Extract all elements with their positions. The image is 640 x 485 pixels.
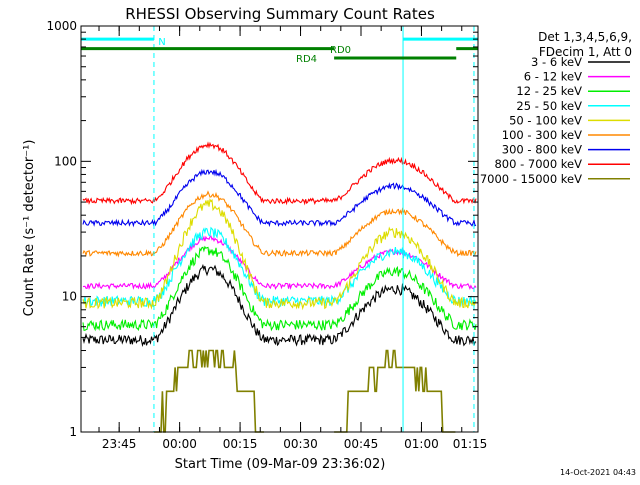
y-tick-label-2: 10 <box>62 290 77 304</box>
series-line-5 <box>82 198 477 311</box>
x-tick-label-7: 01:15 <box>453 437 488 451</box>
series-line-9 <box>154 349 456 433</box>
series-line-3 <box>82 245 477 332</box>
x-tick-label-6: 01:00 <box>404 437 439 451</box>
legend-label-9: 7000 - 15000 keV <box>480 172 582 186</box>
legend-label-2: 6 - 12 keV <box>524 70 582 84</box>
flag-label-1: N <box>158 37 165 48</box>
x-tick-label-3: 00:15 <box>223 437 258 451</box>
legend-label-7: 300 - 800 keV <box>502 143 582 157</box>
y-tick-label-3: 100 <box>54 154 77 168</box>
series-line-6 <box>82 190 477 258</box>
x-tick-label-2: 00:00 <box>162 437 197 451</box>
series-line-4 <box>82 226 477 308</box>
legend-header-line-1: Det 1,3,4,5,6,9, <box>538 30 632 44</box>
y-tick-label-4: 1000 <box>46 19 77 33</box>
series-line-7 <box>82 168 477 228</box>
flag-label-3: RD4 <box>296 54 317 65</box>
legend-label-3: 12 - 25 keV <box>516 84 582 98</box>
plot-frame <box>80 25 479 433</box>
x-tick-label-1: 23:45 <box>102 437 137 451</box>
legend-label-6: 100 - 300 keV <box>502 128 582 142</box>
series-line-2 <box>82 235 477 291</box>
legend-label-8: 800 - 7000 keV <box>494 157 582 171</box>
series-line-1 <box>82 263 477 348</box>
x-tick-label-5: 00:45 <box>344 437 379 451</box>
y-axis-label: Count Rate (s⁻¹ detector⁻¹) <box>22 140 37 317</box>
plot-layer: N RD0 RD4 1 10 100 1000 23:45 00:00 00:15 00:30 00:… <box>46 19 630 451</box>
legend-label-5: 50 - 100 keV <box>509 113 582 127</box>
y-tick-label-1: 1 <box>69 425 77 439</box>
timestamp: 14-Oct-2021 04:43 <box>560 468 636 477</box>
legend-header-line-2: FDecim 1, Att 0 <box>539 45 632 59</box>
legend-label-1: 3 - 6 keV <box>531 55 582 69</box>
x-axis-label: Start Time (09-Mar-09 23:36:02) <box>175 457 386 472</box>
series-line-8 <box>82 141 477 206</box>
flag-label-2: RD0 <box>330 45 351 56</box>
x-tick-label-4: 00:30 <box>283 437 318 451</box>
legend-label-4: 25 - 50 keV <box>516 99 582 113</box>
chart-title: RHESSI Observing Summary Count Rates <box>125 5 435 23</box>
